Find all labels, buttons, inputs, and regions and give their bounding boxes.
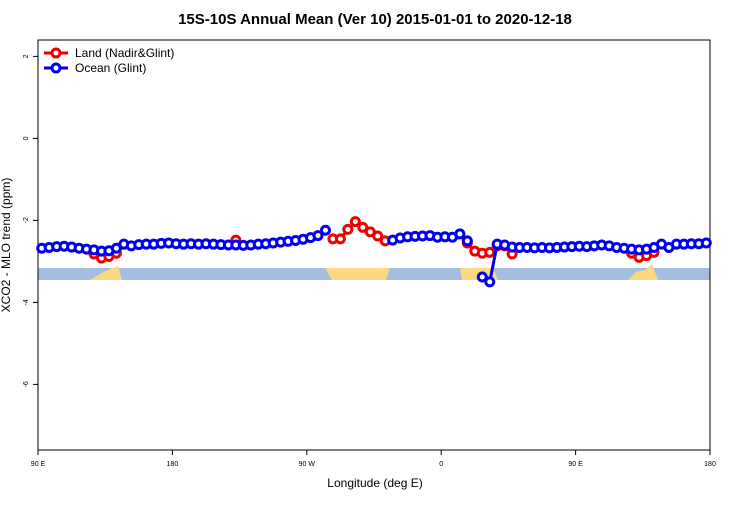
- data-point: [357, 221, 369, 233]
- data-point: [334, 233, 346, 245]
- data-point: [319, 224, 331, 236]
- x-tick-label: 90 E: [31, 461, 46, 468]
- legend-marker: [50, 62, 62, 74]
- y-tick-label: -6: [23, 381, 30, 387]
- surface-mask: [38, 264, 710, 280]
- legend-label: Ocean (Glint): [75, 61, 146, 75]
- data-point: [476, 271, 488, 283]
- y-tick-label: 0: [23, 136, 30, 140]
- chart-title: 15S-10S Annual Mean (Ver 10) 2015-01-01 …: [178, 11, 572, 28]
- y-tick-label: -2: [23, 217, 30, 223]
- data-point: [454, 228, 466, 240]
- legend-marker: [50, 47, 62, 59]
- x-tick-label: 180: [704, 461, 716, 468]
- data-point: [484, 246, 496, 258]
- y-tick-label: 2: [23, 54, 30, 58]
- data-point: [700, 237, 712, 249]
- land-band: [628, 264, 658, 280]
- data-point: [349, 216, 361, 228]
- data-point: [342, 223, 354, 235]
- y-axis-label: XCO2 - MLO trend (ppm): [0, 178, 13, 313]
- data-point: [312, 230, 324, 242]
- data-point: [461, 235, 473, 247]
- x-tick-label: 180: [167, 461, 179, 468]
- data-point: [372, 230, 384, 242]
- land-band: [325, 268, 390, 280]
- x-axis-label: Longitude (deg E): [327, 476, 422, 490]
- legend-label: Land (Nadir&Glint): [75, 46, 174, 60]
- legend: Land (Nadir&Glint)Ocean (Glint): [44, 46, 174, 75]
- x-tick-label: 90 W: [299, 461, 316, 468]
- y-tick-label: -4: [23, 299, 30, 305]
- land-band: [90, 266, 122, 280]
- data-point: [484, 276, 496, 288]
- x-tick-label: 0: [439, 461, 443, 468]
- x-tick-label: 90 E: [568, 461, 583, 468]
